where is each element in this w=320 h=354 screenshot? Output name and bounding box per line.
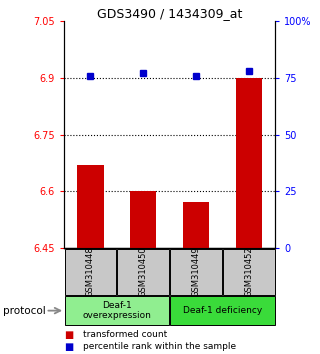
Text: GSM310448: GSM310448 xyxy=(86,246,95,297)
Title: GDS3490 / 1434309_at: GDS3490 / 1434309_at xyxy=(97,7,242,20)
Text: GSM310450: GSM310450 xyxy=(139,246,148,297)
Text: transformed count: transformed count xyxy=(83,330,167,339)
Text: Deaf-1
overexpression: Deaf-1 overexpression xyxy=(82,301,151,320)
Bar xyxy=(223,249,275,295)
Bar xyxy=(183,202,209,248)
Text: percentile rank within the sample: percentile rank within the sample xyxy=(83,342,236,352)
Bar xyxy=(65,249,116,295)
Bar xyxy=(236,78,262,248)
Text: ■: ■ xyxy=(64,330,73,339)
Text: Deaf-1 deficiency: Deaf-1 deficiency xyxy=(183,306,262,315)
Text: protocol: protocol xyxy=(3,306,46,316)
Bar xyxy=(170,297,275,325)
Bar xyxy=(170,249,222,295)
Bar xyxy=(117,249,169,295)
Text: GSM310452: GSM310452 xyxy=(244,246,253,297)
Text: ■: ■ xyxy=(64,342,73,352)
Text: GSM310449: GSM310449 xyxy=(191,246,201,297)
Bar xyxy=(65,297,169,325)
Bar xyxy=(77,165,104,248)
Bar xyxy=(130,191,156,248)
